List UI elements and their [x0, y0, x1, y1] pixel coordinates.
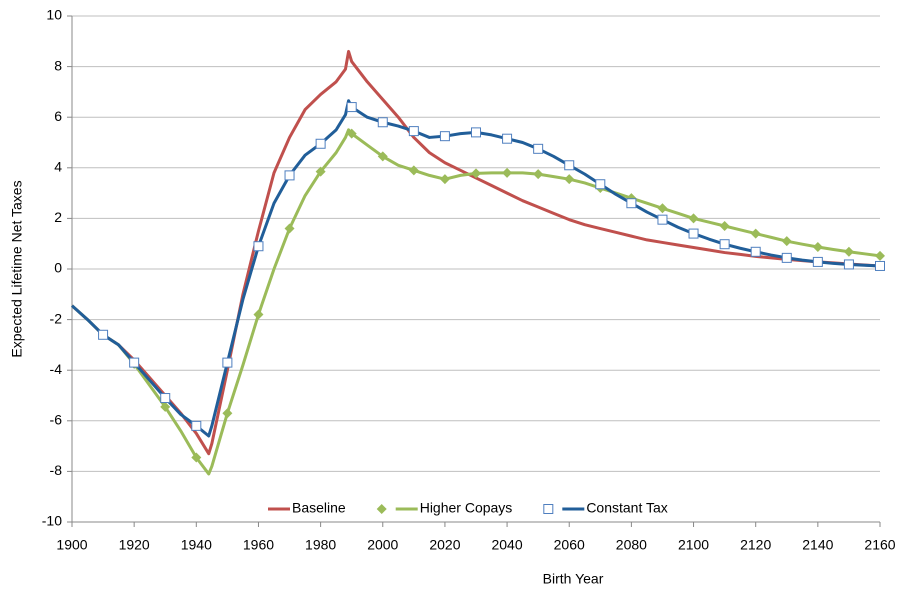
diamond-marker — [315, 166, 326, 177]
square-marker — [284, 170, 295, 181]
diamond-marker — [843, 246, 854, 257]
diamond-marker — [471, 168, 481, 179]
diamond-marker — [750, 228, 761, 239]
x-tick-label: 1940 — [181, 537, 212, 553]
x-tick-label: 2120 — [740, 537, 771, 553]
y-tick-label: 2 — [54, 209, 62, 225]
square-marker — [98, 329, 109, 340]
series-line — [70, 99, 881, 438]
diamond-marker — [439, 174, 450, 185]
square-marker — [471, 127, 481, 138]
y-tick-label: -8 — [50, 462, 63, 478]
y-tick-label: 0 — [54, 260, 62, 276]
diamond-marker — [253, 309, 264, 320]
square-marker — [812, 256, 823, 267]
y-tick-label: -6 — [50, 412, 63, 428]
y-tick-label: 4 — [54, 159, 62, 175]
diamond-marker — [657, 203, 668, 214]
square-marker — [502, 133, 513, 144]
legend-label: Higher Copays — [420, 500, 513, 516]
square-marker — [439, 131, 450, 142]
x-tick-label: 2160 — [864, 537, 895, 553]
x-tick-label: 2000 — [367, 537, 398, 553]
square-marker — [750, 246, 761, 257]
diamond-marker — [688, 213, 699, 224]
x-tick-label: 2060 — [554, 537, 585, 553]
diamond-marker — [812, 241, 823, 252]
diamond-marker — [564, 174, 575, 185]
diamond-marker — [222, 408, 233, 419]
square-marker — [626, 198, 637, 209]
diamond-marker — [408, 165, 419, 176]
square-marker — [315, 138, 326, 149]
legend-label: Baseline — [292, 500, 346, 516]
square-marker — [533, 143, 544, 154]
square-marker — [222, 357, 233, 368]
diamond-marker — [533, 169, 544, 180]
x-tick-label: 2140 — [802, 537, 833, 553]
diamond-marker — [160, 401, 171, 412]
square-marker — [543, 504, 554, 514]
diamond-marker — [875, 250, 885, 261]
diamond-marker — [376, 504, 387, 514]
square-marker — [875, 260, 885, 271]
diamond-marker — [191, 452, 202, 463]
x-tick-label: 2040 — [491, 537, 522, 553]
y-tick-label: -2 — [50, 310, 63, 326]
y-tick-label: 6 — [54, 108, 62, 124]
square-marker — [408, 126, 419, 137]
diamond-marker — [781, 236, 792, 247]
square-marker — [191, 420, 202, 431]
x-tick-label: 1900 — [56, 537, 87, 553]
x-tick-label: 2080 — [616, 537, 647, 553]
y-tick-label: -10 — [42, 513, 62, 529]
y-axis-title: Expected Lifetime Net Taxes — [9, 180, 25, 357]
x-tick-label: 1920 — [119, 537, 150, 553]
square-marker — [129, 357, 140, 368]
x-tick-label: 1980 — [305, 537, 336, 553]
x-tick-label: 2100 — [678, 537, 709, 553]
square-marker — [377, 117, 388, 128]
square-marker — [160, 393, 171, 404]
y-tick-label: 10 — [46, 7, 62, 23]
diamond-marker — [346, 128, 357, 139]
square-marker — [564, 160, 575, 171]
diamond-marker — [719, 220, 730, 231]
square-marker — [719, 239, 730, 250]
series-line — [70, 128, 881, 476]
x-tick-label: 2020 — [429, 537, 460, 553]
square-marker — [781, 252, 792, 263]
diamond-marker — [377, 151, 388, 162]
square-marker — [253, 241, 264, 252]
y-tick-label: 8 — [54, 57, 62, 73]
y-tick-label: -4 — [50, 361, 63, 377]
square-marker — [595, 179, 606, 190]
diamond-marker — [502, 167, 513, 178]
diamond-marker — [284, 223, 295, 234]
square-marker — [688, 228, 699, 239]
legend-label: Constant Tax — [586, 500, 667, 516]
x-tick-label: 1960 — [243, 537, 274, 553]
square-marker — [657, 214, 668, 225]
series-line — [70, 49, 881, 456]
x-axis-title: Birth Year — [543, 571, 604, 587]
square-marker — [843, 259, 854, 270]
square-marker — [346, 102, 357, 113]
